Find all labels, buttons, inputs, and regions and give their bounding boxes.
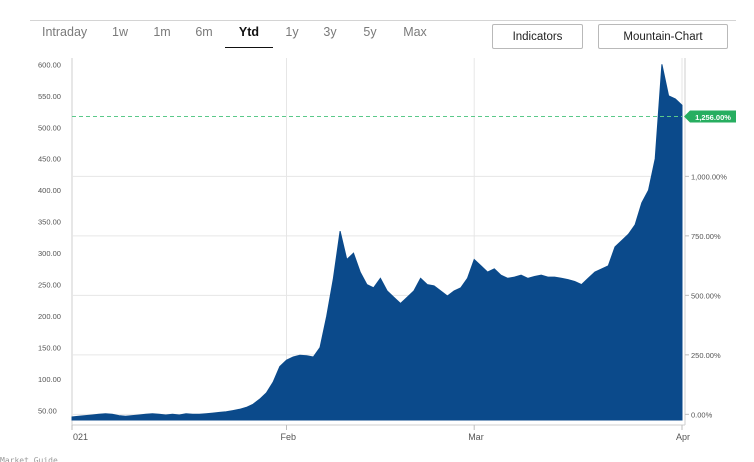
y-tick-label: 550.00 (38, 92, 61, 101)
x-tick-label: Feb (281, 432, 297, 442)
current-value-label: 1,256.00% (695, 113, 731, 122)
y-tick-label: 100.00 (38, 375, 61, 384)
y-tick-label: 200.00 (38, 312, 61, 321)
tab-5y[interactable]: 5y (363, 25, 377, 39)
y-tick-label: 250.00 (38, 281, 61, 290)
y-tick-label: 600.00 (38, 60, 61, 69)
top-divider (30, 20, 736, 21)
y2-tick-label: 750.00% (691, 232, 721, 241)
y-tick-label: 450.00 (38, 155, 61, 164)
x-tick-label: Mar (468, 432, 484, 442)
tab-6m[interactable]: 6m (195, 25, 213, 39)
indicators-button[interactable]: Indicators (492, 24, 583, 49)
y2-tick-label: 250.00% (691, 351, 721, 360)
y2-tick-label: 1,000.00% (691, 172, 727, 181)
y-tick-label: 400.00 (38, 186, 61, 195)
mountain-chart-button[interactable]: Mountain-Chart (598, 24, 728, 49)
y-tick-label: 50.00 (38, 407, 57, 416)
tab-max[interactable]: Max (403, 25, 427, 39)
x-tick-label: Apr (676, 432, 690, 442)
tab-3y[interactable]: 3y (323, 25, 337, 39)
tab-ytd[interactable]: Ytd (225, 22, 273, 48)
tab-1w[interactable]: 1w (112, 25, 128, 39)
x-tick-label: 021 (73, 432, 88, 442)
y2-tick-label: 500.00% (691, 291, 721, 300)
timeframe-tabs: Intraday 1w 1m 6m Ytd 1y 3y 5y Max (30, 22, 439, 52)
current-value-badge (684, 110, 736, 123)
footer-text: Market Guide (0, 456, 58, 462)
y-tick-label: 300.00 (38, 249, 61, 258)
tab-1m[interactable]: 1m (153, 25, 171, 39)
tab-1y[interactable]: 1y (285, 25, 299, 39)
y-tick-label: 500.00 (38, 123, 61, 132)
y-tick-label: 350.00 (38, 218, 61, 227)
tab-intraday[interactable]: Intraday (42, 25, 88, 39)
y-tick-label: 150.00 (38, 344, 61, 353)
y2-tick-label: 0.00% (691, 410, 713, 419)
price-area-series (71, 64, 683, 421)
